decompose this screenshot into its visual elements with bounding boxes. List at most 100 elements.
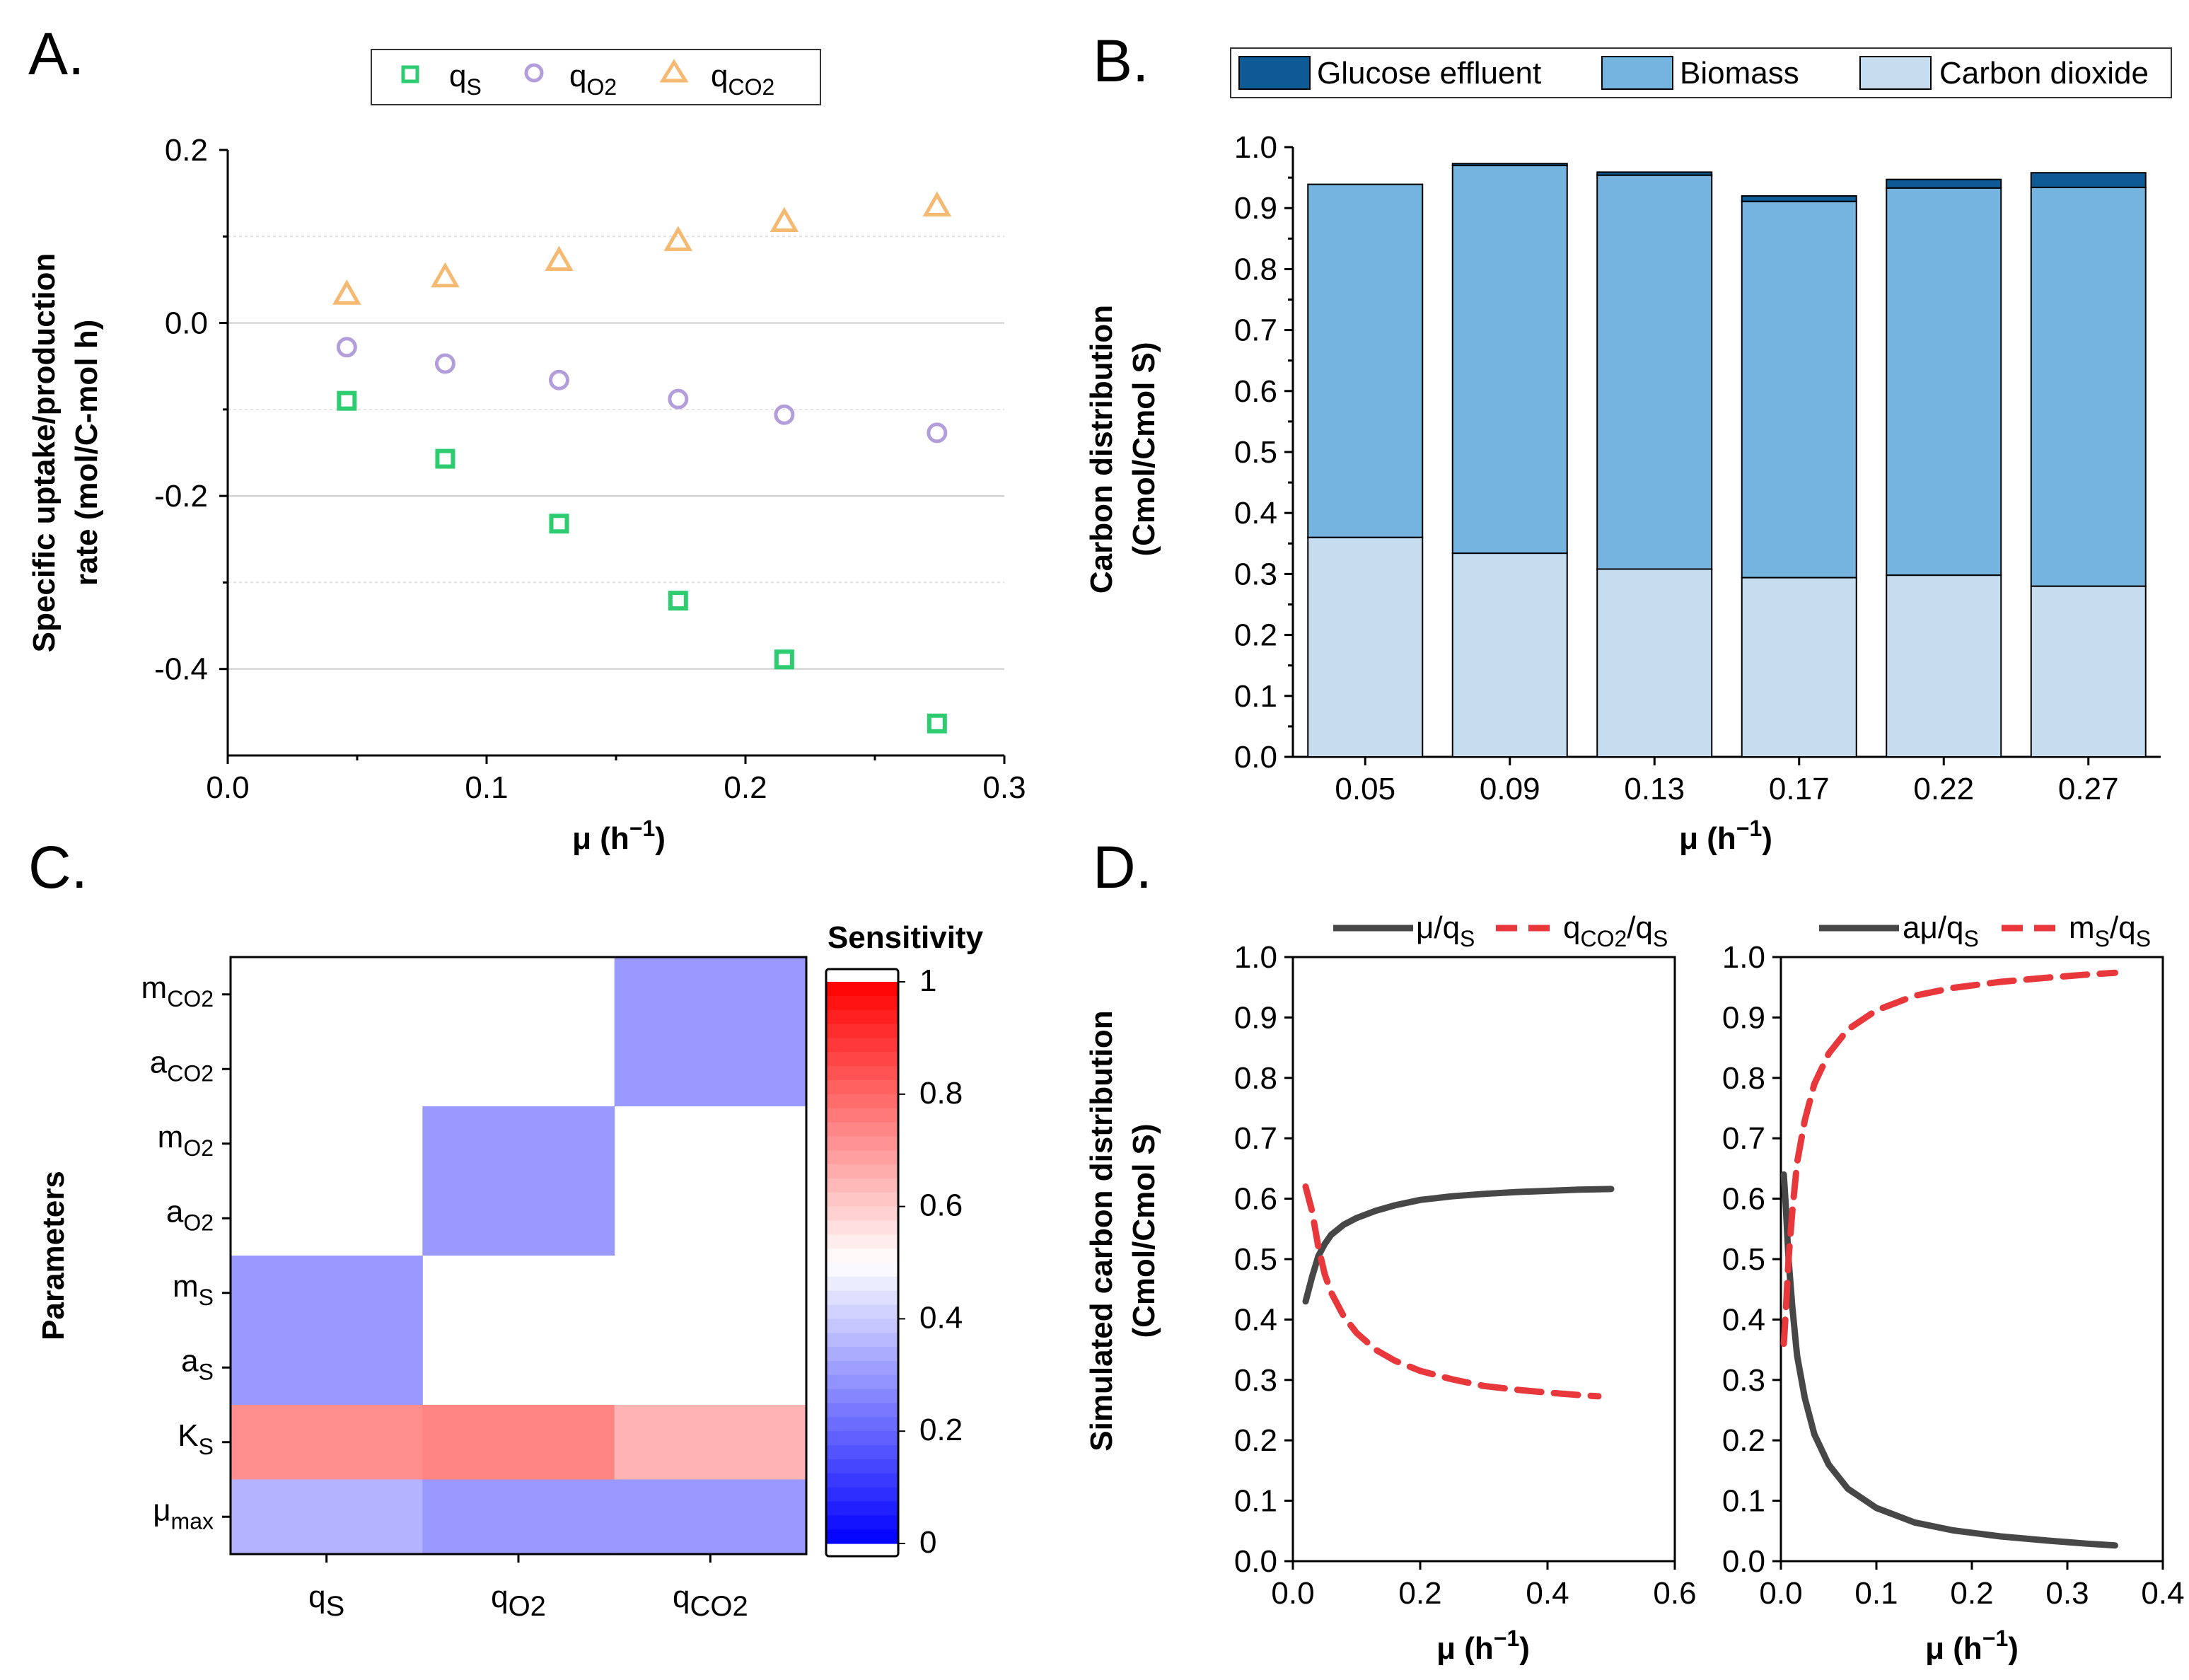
xlabel-mu: μ (h	[1679, 821, 1736, 856]
point-qs	[668, 591, 688, 611]
colorbar-step	[826, 1220, 898, 1235]
ytick-label: 0.2	[1722, 1423, 1765, 1458]
colorbar-step	[826, 982, 898, 997]
colorbar-step	[826, 1178, 898, 1193]
legend-label-part: /q	[1627, 910, 1653, 945]
heatmap-cell	[422, 1479, 615, 1554]
heatmap-row-label-part: a	[181, 1343, 199, 1378]
bar-segment-carbon-dioxide	[1307, 536, 1424, 758]
ytick-label: 0.1	[1234, 1484, 1277, 1519]
legend-label-qs-part: q	[449, 59, 466, 93]
ytick-label-b: 0.1	[1234, 679, 1277, 714]
colorbar-step	[826, 1487, 898, 1502]
legend-label-qs: qS	[449, 59, 482, 100]
xlabel-exp: −1	[1494, 1626, 1519, 1651]
heatmap-row-label-part: S	[199, 1434, 214, 1459]
curve-solid	[1302, 1186, 1615, 1305]
heatmap-row-label: KS	[178, 1418, 214, 1459]
legend-marker-qs	[401, 65, 419, 83]
bar-segment-glucose-effluent	[1451, 163, 1568, 166]
colorbar-title: Sensitivity	[828, 920, 984, 955]
heatmap-cell	[614, 1479, 807, 1554]
point-qco2	[431, 262, 460, 288]
heatmap-row-label-part: O2	[183, 1210, 214, 1235]
xlabel-b: μ (h−1)	[1679, 816, 1772, 856]
point-qs	[774, 649, 794, 670]
xtick-label-a: 0.3	[982, 770, 1026, 805]
colorbar-step	[826, 1529, 898, 1544]
colorbar-step	[826, 1136, 898, 1151]
colorbar-step	[826, 1263, 898, 1278]
bar-segment-carbon-dioxide	[1451, 552, 1568, 758]
heatmap-row-label-part: m	[141, 971, 168, 1005]
xlabel-d1: μ (h−1)	[1436, 1626, 1530, 1666]
colorbar-step	[826, 1473, 898, 1488]
bar-segment-biomass	[1886, 187, 2002, 577]
ytick-label-b: 0.4	[1234, 496, 1277, 531]
ytick-label: 1.0	[1722, 940, 1765, 975]
heatmap-col-label-part: O2	[509, 1591, 546, 1622]
colorbar-tick-label: 0.2	[919, 1413, 963, 1447]
legend-label-qco2: qCO2	[711, 59, 774, 100]
heatmap-col-label: qS	[308, 1580, 344, 1622]
curve-solid	[1780, 1171, 2118, 1549]
point-qco2	[922, 191, 952, 216]
xlabel-a: μ (h−1)	[572, 816, 666, 856]
heatmap-row-label-part: μ	[153, 1493, 170, 1527]
xtick-label-b: 0.13	[1624, 772, 1685, 806]
xlabel-exp: −1	[629, 816, 655, 841]
heatmap-cell	[614, 957, 807, 1106]
ytick-label: 0.0	[1234, 1544, 1277, 1579]
legend-b-box	[1230, 47, 2172, 98]
ylabel-c-text: Parameters	[36, 1171, 71, 1340]
bar-segment-glucose-effluent	[1596, 171, 1713, 176]
legend-label-qo2-part: q	[569, 59, 586, 93]
ytick-label: 1.0	[1234, 940, 1277, 975]
ytick-label-b: 0.5	[1234, 435, 1277, 470]
ylabel-a-line1: Specific uptake/production	[27, 253, 62, 653]
colorbar-step	[826, 1445, 898, 1460]
point-qs	[927, 713, 947, 734]
ytick-label-b: 0.3	[1234, 557, 1277, 591]
ylabel-b-line1: Carbon distribution	[1084, 305, 1119, 593]
point-qo2	[927, 422, 948, 444]
colorbar-tick-label: 0.8	[919, 1076, 963, 1111]
bar-segment-carbon-dioxide	[1886, 574, 2002, 758]
colorbar-step	[826, 1389, 898, 1404]
xlabel-close: )	[655, 821, 666, 856]
heatmap-col-label: qO2	[491, 1580, 546, 1622]
legend-label-part: CO2	[1580, 926, 1627, 951]
ylabel-d-line2: (Cmol/Cmol S)	[1127, 1123, 1161, 1338]
panel-label-c: C.	[28, 834, 88, 900]
heatmap-row-label: mO2	[158, 1120, 214, 1161]
xtick-label: 0.3	[2045, 1576, 2089, 1611]
ytick-label: 0.3	[1722, 1363, 1765, 1398]
legend-label-part: m	[2069, 910, 2095, 945]
ytick-label: 0.9	[1722, 1000, 1765, 1035]
colorbar-step	[826, 1403, 898, 1418]
xtick-label: 0.6	[1653, 1576, 1696, 1611]
legend-label-part: S	[1460, 926, 1475, 951]
xtick-label-b: 0.05	[1335, 772, 1395, 806]
heatmap-cell	[231, 1405, 423, 1480]
heatmap-col-label: qCO2	[673, 1580, 748, 1622]
legend-swatch-b	[1601, 56, 1673, 90]
colorbar-step	[826, 1276, 898, 1292]
heatmap-row-label-part: m	[158, 1120, 184, 1154]
ytick-label-b: 0.2	[1234, 618, 1277, 653]
point-qco2	[545, 245, 574, 272]
xtick-label: 0.4	[1526, 1576, 1569, 1611]
ytick-label: 0.4	[1234, 1302, 1277, 1337]
heatmap-row-label-part: S	[199, 1285, 214, 1310]
colorbar-step	[826, 1374, 898, 1390]
heatmap-cell	[614, 1405, 807, 1480]
ytick-label: 0.6	[1722, 1182, 1765, 1217]
heatmap-col-label-part: q	[491, 1580, 508, 1614]
heatmap-col-label-part: S	[326, 1591, 345, 1622]
ytick-label: 0.5	[1234, 1242, 1277, 1277]
heatmap-col-label-part: q	[308, 1580, 325, 1614]
panel-label-b: B.	[1093, 28, 1149, 94]
xlabel-mu: μ (h	[1436, 1631, 1494, 1666]
heatmap-cell	[422, 1106, 615, 1256]
